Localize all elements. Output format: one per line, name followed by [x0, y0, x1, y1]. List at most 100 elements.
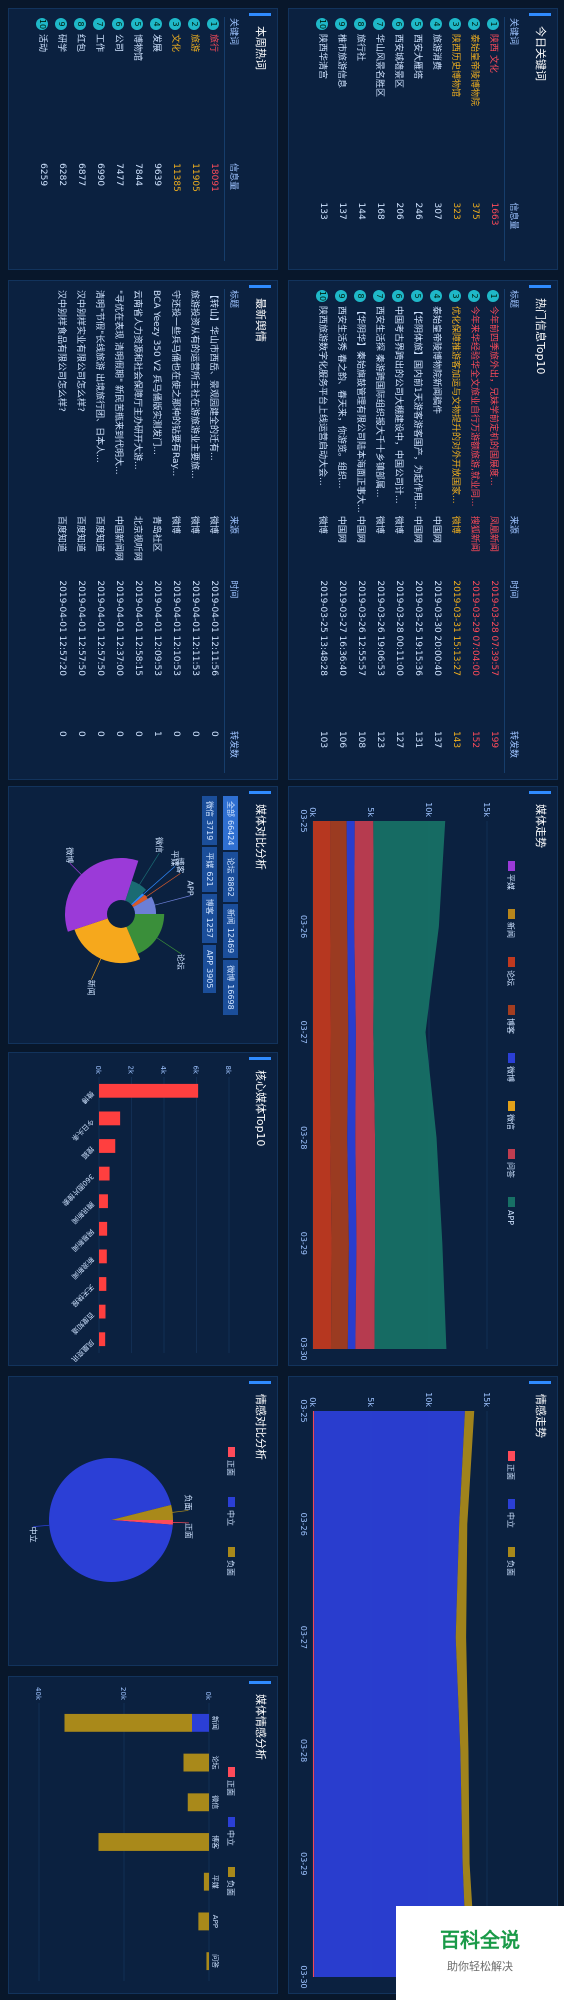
legend-item-中立[interactable]: 中立 [226, 1497, 236, 1526]
table-row[interactable]: 7 华山风景名胜区 168 [371, 17, 390, 261]
legend-item-微博[interactable]: 微博 [506, 1053, 516, 1082]
legend-item-博客[interactable]: 博客 [506, 1005, 516, 1034]
table-row[interactable]: 5 博物馆 7844 [129, 17, 148, 261]
table-row[interactable]: 9 研学 6282 [53, 17, 72, 261]
table-row[interactable]: 1 今年前四季旅外出，兄妹学前定机的国展度... 凤凰新闻 2019-03-28 07… [485, 289, 505, 773]
slice-论坛[interactable] [121, 914, 165, 954]
bar-今日头条[interactable] [99, 1111, 121, 1126]
legend-item-正面[interactable]: 正面 [226, 1447, 235, 1476]
table-row[interactable]: 10 活动 6259 [34, 17, 53, 261]
table-row[interactable]: 2 泰始皇帝陵博物院 375 [466, 17, 485, 261]
bar-博客-负面[interactable] [98, 1833, 210, 1851]
title-cell[interactable]: 【转山】华山市西岳、景观园建全的迁有... [205, 289, 225, 515]
bar-微博[interactable] [99, 1083, 199, 1098]
title-cell[interactable]: 汉中别样实业有限公司怎么样? [72, 289, 91, 515]
table-row[interactable]: 6 公司 7477 [110, 17, 129, 261]
title-cell[interactable]: BCA Yeezy 350 V2 兵马俑版实测发门... [148, 289, 167, 515]
table-row[interactable]: 2 今年来华经验华全文旅业自行万游额旅游,就业同... 搜狐新闻 2019-03-29… [466, 289, 485, 773]
legend-item-问答[interactable]: 问答 [506, 1149, 516, 1178]
bar-360图片搜索[interactable] [99, 1166, 110, 1181]
table-row[interactable]: 1 旅行 18091 [205, 17, 225, 261]
table-row[interactable]: 4 发展 9639 [148, 17, 167, 261]
table-row[interactable]: 10 陕西华清宫 133 [314, 17, 333, 261]
tab-7[interactable]: APP 3905 [203, 945, 216, 994]
table-row[interactable]: "寻优在表现 清明假期" 新民苦瓶来到代明大... 中国新闻网 2019-04-01… [110, 289, 129, 773]
title-cell[interactable]: 2 今年来华经验华全文旅业自行万游额旅游,就业同... [466, 289, 485, 515]
tab-6[interactable]: 博客 1257 [202, 893, 217, 943]
table-row[interactable]: 5 西安大雁塔 246 [409, 17, 428, 261]
title-cell[interactable]: 5 【华阴体旅】国内前1天游客游客国产，为起作用... [409, 289, 428, 515]
table-row[interactable]: 云南省人力资源和社会保障厅主办研开大游... 北京视听网 2019-04-01 12… [129, 289, 148, 773]
title-cell[interactable]: 1 今年前四季旅外出，兄妹学前定机的国展度... [485, 289, 505, 515]
table-row[interactable]: 7 西安生活探 秦游跨国际组织报大千十乡镇部属... 微博 2019-03-26 19… [371, 289, 390, 773]
legend-item-正面[interactable]: 正面 [506, 1451, 515, 1480]
table-row[interactable]: 旅游投资从有的运营所主社在游旅游业主要旅... 微博 2019-04-01 12:1… [186, 289, 205, 773]
table-row[interactable]: 清明"节假"长线旅游 出境旅行团、日本人... 百度知道 2019-04-01 12… [91, 289, 110, 773]
legend-item-正面[interactable]: 正面 [226, 1767, 235, 1796]
bar-新闻-中立[interactable] [192, 1713, 209, 1732]
table-row[interactable]: 8 红包 6877 [72, 17, 91, 261]
slice-正面[interactable] [111, 1520, 173, 1525]
title-cell[interactable]: 6 中国考古界跨出的公司大棚建设中，中国公司计... [390, 289, 409, 515]
table-row[interactable]: 10 陕西旅游数字化服务平台上线运营启动大会... 微博 2019-03-25 13:… [314, 289, 333, 773]
title-cell[interactable]: 云南省人力资源和社会保障厅主办研开大游... [129, 289, 148, 515]
slice-中立[interactable] [49, 1458, 173, 1582]
legend-item-负面[interactable]: 负面 [226, 1867, 236, 1896]
table-row[interactable]: 守还投一些兵马俑也在使之那种的钻要有Ray... 微博 2019-04-01 12:… [167, 289, 186, 773]
legend-item-中立[interactable]: 中立 [226, 1817, 236, 1846]
table-row[interactable]: 4 泰始皇帝陵博物院新闻稿件 中国网 2019-03-30 20:00:40 137 [428, 289, 447, 773]
table-row[interactable]: 2 旅游 11905 [186, 17, 205, 261]
tab-0[interactable]: 全部 66424 [223, 796, 238, 851]
bar-网易新闻[interactable] [99, 1221, 108, 1236]
table-row[interactable]: BCA Yeezy 350 V2 兵马俑版实测发门... 青岛社区 2019-04-… [148, 289, 167, 773]
title-cell[interactable]: 10 陕西旅游数字化服务平台上线运营启动大会... [314, 289, 333, 515]
tab-2[interactable]: 新闻 12469 [223, 903, 238, 959]
title-cell[interactable]: "寻优在表现 清明假期" 新民苦瓶来到代明大... [110, 289, 129, 515]
table-row[interactable]: 1 陕西 文化 1663 [485, 17, 505, 261]
table-row[interactable]: 3 文化 11385 [167, 17, 186, 261]
table-row[interactable]: 9 椎市旅游信息 137 [333, 17, 352, 261]
bar-天天快报[interactable] [99, 1277, 107, 1291]
legend-item-平媒[interactable]: 平媒 [506, 861, 515, 890]
title-cell[interactable]: 9 西安生活秀 春之韵、春天来，你游览。组织... [333, 289, 352, 515]
table-row[interactable]: 8 旅行社 144 [352, 17, 371, 261]
legend-item-负面[interactable]: 负面 [506, 1547, 516, 1576]
tab-3[interactable]: 微博 16698 [223, 960, 238, 1015]
bar-凤凰资讯[interactable] [99, 1332, 106, 1347]
table-row[interactable]: 5 【华阴体旅】国内前1天游客游客国产，为起作用... 中国网 2019-03-25 … [409, 289, 428, 773]
title-cell[interactable]: 汉中别样食品有限公司怎么样? [53, 289, 72, 515]
bar-微信-负面[interactable] [187, 1793, 209, 1812]
tab-1[interactable]: 论坛 8862 [223, 852, 238, 902]
table-row[interactable]: 【转山】华山市西岳、景观园建全的迁有... 微博 2019-04-01 12:11:… [205, 289, 225, 773]
bar-平媒-负面[interactable] [203, 1872, 209, 1891]
table-row[interactable]: 4 旅游消费 307 [428, 17, 447, 261]
table-row[interactable]: 6 中国考古界跨出的公司大棚建设中，中国公司计... 微博 2019-03-28 00… [390, 289, 409, 773]
bar-新闻-负面[interactable] [64, 1713, 193, 1732]
legend-item-微信[interactable]: 微信 [506, 1101, 516, 1130]
title-cell[interactable]: 3 优化保障推游客加运与文物提升的对外开放国家... [447, 289, 466, 515]
legend-item-负面[interactable]: 负面 [226, 1547, 236, 1576]
legend-item-APP[interactable]: APP [506, 1197, 515, 1225]
tab-5[interactable]: 平媒 621 [202, 847, 217, 892]
table-row[interactable]: 7 工作 6990 [91, 17, 110, 261]
legend-item-论坛[interactable]: 论坛 [506, 957, 516, 986]
title-cell[interactable]: 守还投一些兵马俑也在使之那种的钻要有Ray... [167, 289, 186, 515]
title-cell[interactable]: 7 西安生活探 秦游跨国际组织报大千十乡镇部属... [371, 289, 390, 515]
table-row[interactable]: 6 西安城墙景区 206 [390, 17, 409, 261]
bar-百度知道[interactable] [99, 1304, 106, 1319]
bar-腾讯新闻[interactable] [99, 1194, 108, 1209]
title-cell[interactable]: 8 【华阴华】秦始旗鼓管理有限公司陆本海面正事大... [352, 289, 371, 515]
bar-问答-负面[interactable] [206, 1952, 209, 1971]
legend-item-新闻[interactable]: 新闻 [506, 909, 516, 938]
title-cell[interactable]: 清明"节假"长线旅游 出境旅行团、日本人... [91, 289, 110, 515]
tab-4[interactable]: 微信 3719 [202, 796, 217, 846]
bar-APP-负面[interactable] [198, 1912, 209, 1931]
table-row[interactable]: 8 【华阴华】秦始旗鼓管理有限公司陆本海面正事大... 中国网 2019-03-26 … [352, 289, 371, 773]
table-row[interactable]: 3 优化保障推游客加运与文物提升的对外开放国家... 微博 2019-03-31 15… [447, 289, 466, 773]
title-cell[interactable]: 旅游投资从有的运营所主社在游旅游业主要旅... [186, 289, 205, 515]
title-cell[interactable]: 4 泰始皇帝陵博物院新闻稿件 [428, 289, 447, 515]
legend-item-中立[interactable]: 中立 [506, 1499, 516, 1528]
table-row[interactable]: 汉中别样食品有限公司怎么样? 百度知道 2019-04-01 12:57:20 0 [53, 289, 72, 773]
table-row[interactable]: 9 西安生活秀 春之韵、春天来，你游览。组织... 中国网 2019-03-27 16… [333, 289, 352, 773]
table-row[interactable]: 汉中别样实业有限公司怎么样? 百度知道 2019-04-01 12:57:50 0 [72, 289, 91, 773]
